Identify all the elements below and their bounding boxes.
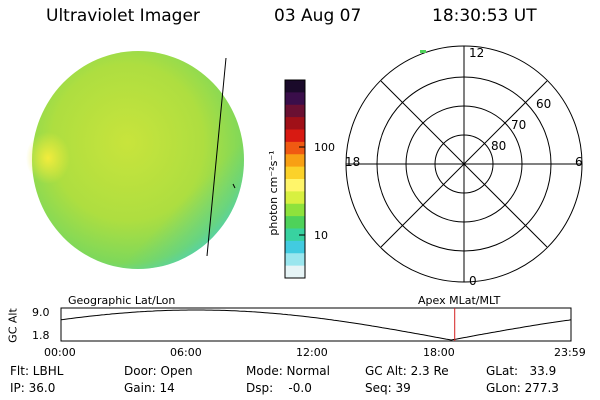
colorbar-tick-100: 100 <box>314 141 335 154</box>
instrument-title: Ultraviolet Imager <box>46 6 200 26</box>
altitude-curve <box>60 309 572 341</box>
status-filter: Flt: LBHL <box>10 364 64 378</box>
lat-label-60: 60 <box>536 97 552 111</box>
image-time: 18:30:53 UT <box>432 6 537 26</box>
x-tick-2359: 23:59 <box>554 346 586 359</box>
lat-label-70: 70 <box>511 118 527 132</box>
timeline-y-tick-1-8: 1.8 <box>32 329 50 342</box>
x-tick-0000: 00:00 <box>44 346 76 359</box>
x-tick-0600: 06:00 <box>170 346 202 359</box>
earth-edge-glow <box>32 51 244 269</box>
x-tick-1800: 18:00 <box>423 346 455 359</box>
status-mode: Mode: Normal <box>246 364 330 378</box>
timeline-y-tick-9: 9.0 <box>32 306 50 319</box>
timeline-right-title: Apex MLat/MLT <box>418 294 501 307</box>
colorbar-segment <box>285 92 305 106</box>
image-date: 03 Aug 07 <box>274 6 362 26</box>
colorbar-segment <box>285 154 305 168</box>
x-tick-1200: 12:00 <box>296 346 328 359</box>
colorbar-segment <box>285 216 305 229</box>
colorbar-segment <box>285 141 305 155</box>
colorbar-segment <box>285 203 305 217</box>
status-gain: Gain: 14 <box>124 381 175 395</box>
colorbar-segment <box>285 104 305 118</box>
mlt-label-12: 12 <box>469 46 485 60</box>
status-gc-alt: GC Alt: 2.3 Re <box>365 364 449 378</box>
colorbar-segment <box>285 228 305 242</box>
status-door: Door: Open <box>124 364 193 378</box>
mlt-label-18: 18 <box>345 155 361 169</box>
terminator-line <box>206 57 227 257</box>
colorbar-segment <box>285 265 305 279</box>
mlt-label-6: 6 <box>575 155 583 169</box>
colorbar-segment <box>285 179 305 192</box>
colorbar-segment <box>285 117 305 130</box>
lat-label-80: 80 <box>491 139 507 153</box>
terminator-tick <box>232 183 236 189</box>
colorbar-segment <box>285 80 305 93</box>
colorbar-segment <box>285 129 305 143</box>
colorbar-segment <box>285 240 305 254</box>
mlt-label-0: 0 <box>469 274 477 288</box>
colorbar-tick-10: 10 <box>314 229 328 242</box>
polar-diagonal-2 <box>380 80 548 248</box>
status-ip: IP: 36.0 <box>10 381 56 395</box>
timeline-frame <box>60 307 572 342</box>
timeline-left-title: Geographic Lat/Lon <box>68 294 176 307</box>
status-glat: GLat: 33.9 <box>486 364 557 378</box>
colorbar-segment <box>285 166 305 180</box>
colorbar-segment <box>285 191 305 205</box>
status-seq: Seq: 39 <box>365 381 411 395</box>
status-dsp: Dsp: -0.0 <box>246 381 312 395</box>
colorbar-segment <box>285 253 305 267</box>
status-glon: GLon: 277.3 <box>486 381 559 395</box>
